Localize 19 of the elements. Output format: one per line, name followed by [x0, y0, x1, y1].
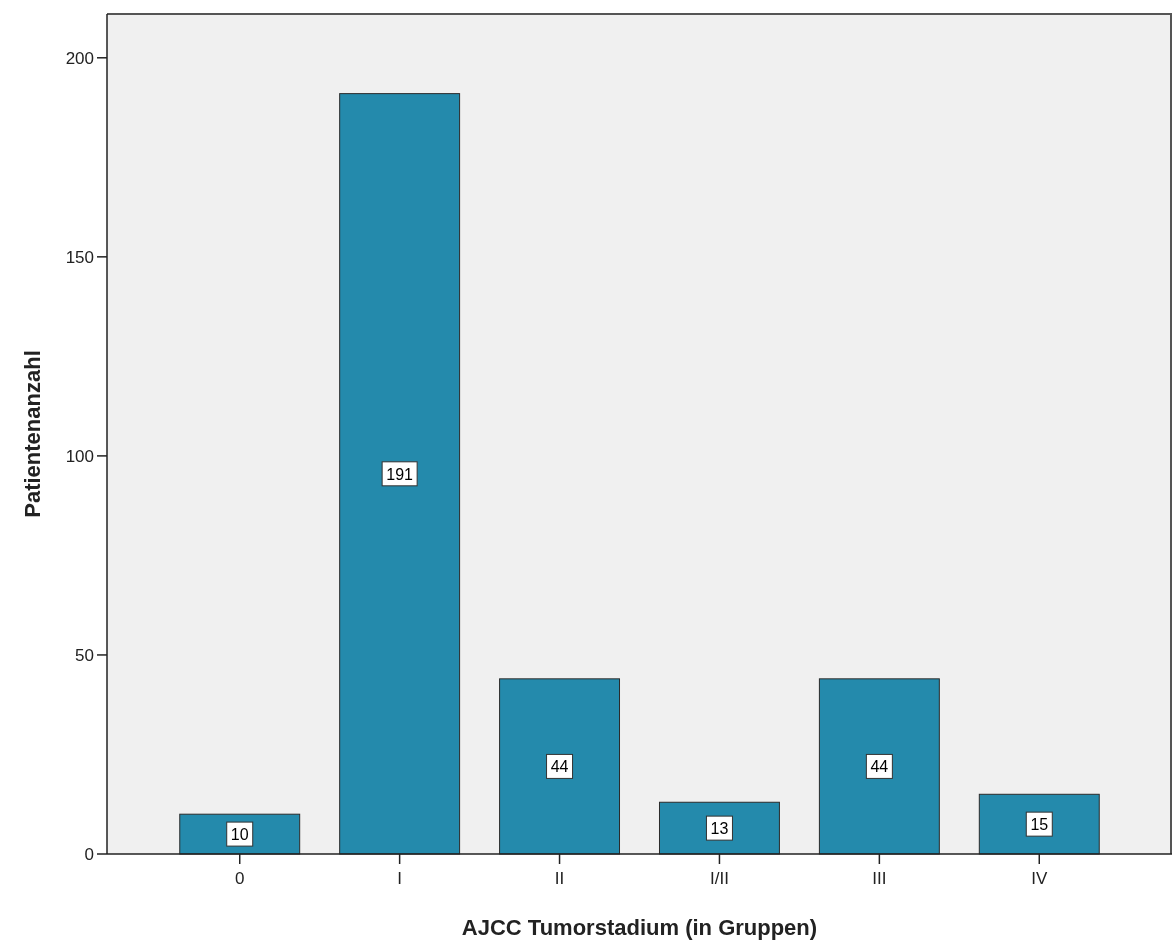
- data-label: 191: [386, 465, 414, 483]
- data-label: 10: [230, 826, 249, 844]
- y-tick-label: 0: [84, 845, 94, 864]
- x-tick-label: I: [397, 869, 402, 888]
- y-tick-label: 150: [65, 247, 94, 267]
- data-label: 44: [550, 758, 569, 776]
- data-label: 15: [1030, 816, 1049, 834]
- y-tick-label: 100: [65, 446, 94, 466]
- y-tick-label: 200: [65, 48, 94, 68]
- x-tick-label: III: [872, 869, 887, 888]
- x-tick-label: IV: [1031, 869, 1048, 888]
- data-label: 44: [870, 758, 889, 776]
- x-tick-label: II: [554, 869, 565, 888]
- data-label: 13: [710, 820, 729, 838]
- y-axis-title: Patientenanzahl: [20, 350, 45, 518]
- x-tick-label: I/II: [710, 869, 729, 888]
- y-tick-label: 50: [75, 645, 94, 665]
- x-tick-label: 0: [234, 869, 245, 888]
- x-axis-title: AJCC Tumorstadium (in Gruppen): [461, 915, 818, 940]
